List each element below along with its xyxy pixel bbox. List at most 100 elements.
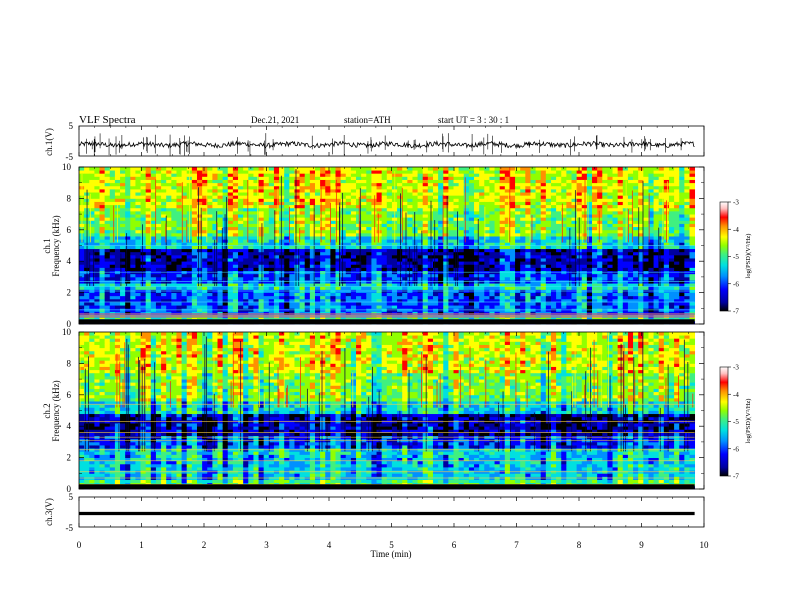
spectrogram-cell xyxy=(535,226,542,231)
spectrogram-cell xyxy=(222,185,229,190)
spectrogram-cell xyxy=(89,242,95,246)
spectrogram-cell xyxy=(509,210,516,215)
spectrogram-cell xyxy=(273,232,280,237)
spectrogram-cell xyxy=(258,239,265,243)
spectrogram-cell xyxy=(545,188,552,193)
spectrogram-cell xyxy=(463,201,470,206)
spectrogram-cell xyxy=(468,185,475,190)
spectrogram-cell xyxy=(540,264,547,268)
spectrogram-cell xyxy=(207,173,213,177)
spectrogram-cell xyxy=(571,220,578,224)
spectrogram-cell xyxy=(135,182,141,187)
spectrogram-cell xyxy=(576,210,583,215)
spectrogram-cell xyxy=(145,204,152,209)
spectrogram-cell xyxy=(325,292,331,297)
spectrogram-cell xyxy=(515,292,521,297)
spectrogram-cell xyxy=(489,210,495,215)
spectrogram-cell xyxy=(376,245,383,250)
spectrogram-cell xyxy=(166,207,172,212)
spectrogram-cell xyxy=(104,264,111,268)
spectrogram-cell xyxy=(104,254,111,259)
spectrogram-cell xyxy=(402,295,408,300)
spectrogram-cell xyxy=(515,176,521,180)
spectrogram-cell xyxy=(484,292,490,297)
spectrogram-cell xyxy=(263,185,270,190)
spectrogram-cell xyxy=(227,251,234,256)
spectrogram-cell xyxy=(191,295,198,300)
spectrogram-cell xyxy=(361,248,367,253)
spectrogram-cell xyxy=(150,195,157,199)
spectrogram-cell xyxy=(309,207,316,212)
spectrogram-cell xyxy=(556,251,562,256)
spectrogram-cell xyxy=(104,292,111,297)
spectrogram-cell xyxy=(407,223,413,228)
spectrogram-cell xyxy=(140,251,147,256)
spectrogram-cell xyxy=(304,273,311,278)
spectrogram-cell xyxy=(540,258,547,262)
spectrogram-cell xyxy=(474,217,480,221)
spectrogram-cell xyxy=(212,201,218,206)
spectrogram-cell xyxy=(381,273,388,278)
spectrogram-cell xyxy=(530,295,536,300)
spectrogram-cell xyxy=(104,198,111,202)
spectrogram-cell xyxy=(443,188,449,193)
spectrogram-cell xyxy=(273,302,280,306)
spectrogram-cell xyxy=(273,204,280,209)
spectrogram-cell xyxy=(545,286,552,290)
spectrogram-cell xyxy=(258,207,265,212)
spectrogram-cell xyxy=(150,173,157,177)
spectrogram-cell xyxy=(402,267,408,272)
spectrogram-cell xyxy=(561,226,567,231)
spectrogram-cell xyxy=(545,176,552,180)
spectrogram-cell xyxy=(202,167,208,171)
spectrogram-cell xyxy=(432,217,439,221)
spectrogram-cell xyxy=(453,176,460,180)
spectrogram-cell xyxy=(314,223,321,228)
spectrogram-cell xyxy=(191,223,198,228)
spectrogram-cell xyxy=(140,273,147,278)
spectrogram-cell xyxy=(273,242,280,246)
spectrogram-cell xyxy=(479,232,485,237)
spectrogram-cell xyxy=(104,258,111,262)
spectrogram-cell xyxy=(366,295,372,300)
spectrogram-cell xyxy=(525,201,531,206)
spectrogram-cell xyxy=(289,176,295,180)
spectrogram-cell xyxy=(545,220,552,224)
spectrogram-cell xyxy=(350,185,357,190)
spectrogram-cell xyxy=(89,226,95,231)
spectrogram-cell xyxy=(571,173,578,177)
spectrogram-cell xyxy=(407,229,413,234)
spectrogram-cell xyxy=(191,229,198,234)
spectrogram-cell xyxy=(386,167,393,171)
spectrogram-cell xyxy=(535,204,542,209)
spectrogram-cell xyxy=(130,258,136,262)
spectrogram-cell xyxy=(350,204,357,209)
spectrogram-cell xyxy=(243,195,249,199)
spectrogram-cell xyxy=(94,248,100,253)
spectrogram-cell xyxy=(412,305,418,309)
spectrogram-cell xyxy=(386,201,393,206)
spectrogram-cell xyxy=(109,258,116,262)
spectrogram-cell xyxy=(79,292,85,297)
spectrogram-cell xyxy=(407,242,413,246)
spectrogram-cell xyxy=(248,251,254,256)
spectrogram-cell xyxy=(356,201,362,206)
spectrogram-cell xyxy=(494,295,501,300)
spectrogram-cell xyxy=(489,207,495,212)
spectrogram-cell xyxy=(268,217,275,221)
spectrogram-cell xyxy=(109,185,116,190)
spectrogram-cell xyxy=(432,201,439,206)
spectrogram-cell xyxy=(340,204,347,209)
spectrogram-cell xyxy=(140,214,147,218)
spectrogram-cell xyxy=(520,239,526,243)
spectrogram-cell xyxy=(222,170,229,174)
spectrogram-cell xyxy=(304,264,311,268)
spectrogram-cell xyxy=(207,201,213,206)
spectrogram-cell xyxy=(176,176,182,180)
spectrogram-cell xyxy=(484,295,490,300)
spectrogram-cell xyxy=(468,251,475,256)
spectrogram-cell xyxy=(361,220,367,224)
spectrogram-cell xyxy=(161,292,167,297)
spectrogram-cell xyxy=(273,188,280,193)
spectrogram-cell xyxy=(468,188,475,193)
